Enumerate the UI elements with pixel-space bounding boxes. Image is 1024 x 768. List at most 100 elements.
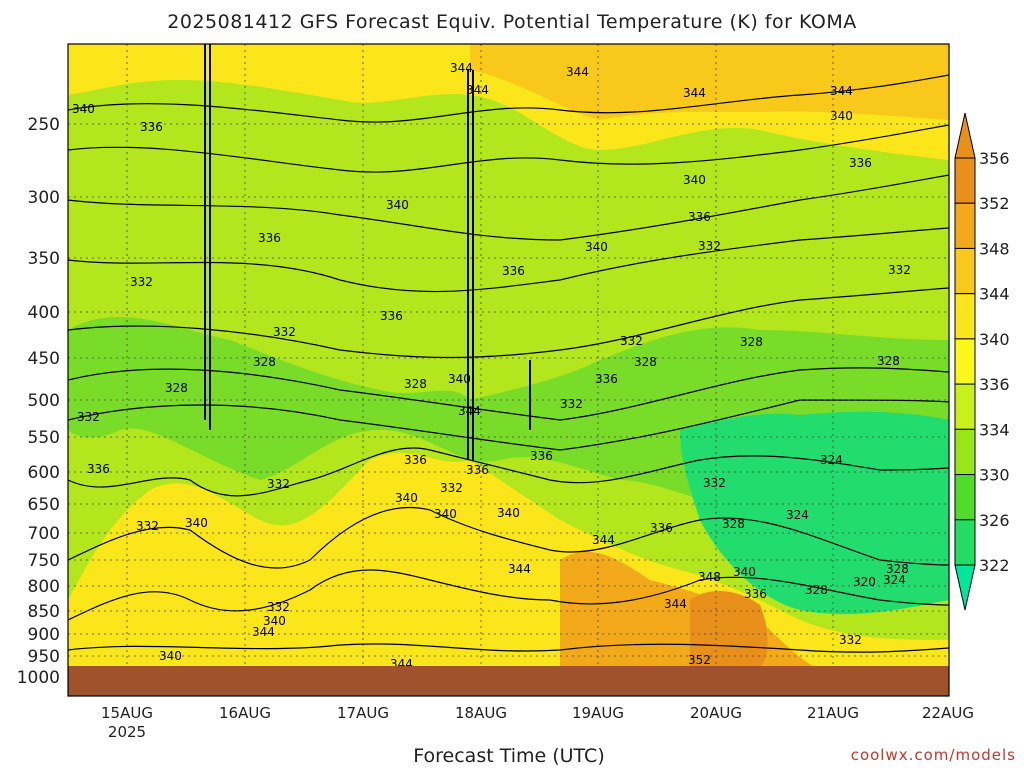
contour-label: 328 (634, 355, 657, 369)
contour-label-group: 340 336 344 344 344 344 344 340 336 340 … (72, 61, 911, 671)
y-axis: 250 300 350 400 450 500 550 600 650 700 … (17, 115, 60, 688)
contour-label: 336 (380, 309, 403, 323)
x-tick-label: 17AUG (337, 704, 389, 722)
colorbar-label: 344 (979, 285, 1010, 304)
contour-label: 328 (722, 517, 745, 531)
colorbar-label: 352 (979, 194, 1010, 213)
contour-label: 336 (530, 449, 553, 463)
colorbar-segment (954, 247, 976, 295)
x-tick-label: 19AUG (572, 704, 624, 722)
y-tick-label: 850 (28, 602, 60, 622)
colorbar-bottom-triangle (954, 564, 976, 611)
colorbar-segment (954, 519, 976, 566)
contour-label: 340 (733, 565, 756, 579)
contour-label: 340 (72, 102, 95, 116)
contour-label: 336 (688, 210, 711, 224)
y-tick-label: 600 (28, 463, 60, 483)
colorbar-segment (954, 383, 976, 430)
contour-label: 340 (263, 614, 286, 628)
contour-label: 348 (698, 570, 721, 584)
x-axis: 15AUG 2025 16AUG 17AUG 18AUG 19AUG 20AUG… (101, 704, 974, 741)
contour-lines (68, 74, 949, 653)
contour-line (68, 506, 949, 569)
contour-label: 340 (683, 173, 706, 187)
chart-title: 2025081412 GFS Forecast Equiv. Potential… (167, 11, 856, 33)
convective-spikes (204, 44, 531, 460)
contour-label: 332 (267, 477, 290, 491)
contour-label: 332 (620, 334, 643, 348)
colorbar-segment (954, 474, 976, 521)
y-tick-label: 400 (28, 303, 60, 323)
contour-label: 340 (395, 491, 418, 505)
x-axis-title: Forecast Time (UTC) (413, 745, 604, 767)
y-tick-label: 350 (28, 249, 60, 269)
contour-label: 336 (87, 462, 110, 476)
contour-label: 336 (404, 453, 427, 467)
contour-label: 336 (595, 372, 618, 386)
contour-label: 332 (136, 519, 159, 533)
y-tick-label: 450 (28, 349, 60, 369)
contour-label: 324 (820, 453, 843, 467)
colorbar-top-triangle (954, 112, 976, 159)
grid-lines (68, 44, 949, 696)
colorbar-label: 322 (979, 556, 1010, 575)
y-tick-label: 550 (28, 428, 60, 448)
colorbar-label: 340 (979, 330, 1010, 349)
colorbar: 356 352 348 344 340 336 334 330 326 322 (954, 112, 1010, 611)
colorbar-label: 356 (979, 149, 1010, 168)
colorbar-label: 336 (979, 375, 1010, 394)
contour-label: 332 (698, 239, 721, 253)
contour-label: 332 (130, 275, 153, 289)
contour-label: 332 (560, 397, 583, 411)
contour-label: 320 (853, 575, 876, 589)
contour-label: 336 (650, 521, 673, 535)
contour-label: 336 (140, 120, 163, 134)
y-tick-label: 250 (28, 115, 60, 135)
contour-label: 332 (273, 325, 296, 339)
contour-label: 336 (502, 264, 525, 278)
y-tick-label: 750 (28, 551, 60, 571)
y-tick-label: 700 (28, 524, 60, 544)
contour-line (68, 399, 949, 451)
contour-label: 328 (740, 335, 763, 349)
x-tick-label: 22AUG (922, 704, 974, 722)
colorbar-label: 348 (979, 239, 1010, 258)
contour-label: 344 (252, 625, 275, 639)
plot-frame (67, 43, 950, 697)
field-region-cold-pool (680, 411, 949, 615)
contour-label: 340 (434, 507, 457, 521)
contour-label: 340 (159, 649, 182, 663)
contour-label: 332 (440, 481, 463, 495)
y-tick-label: 950 (28, 647, 60, 667)
contour-line (68, 74, 949, 123)
y-tick-label: 800 (28, 577, 60, 597)
x-tick-label: 20AUG (690, 704, 742, 722)
contour-line (68, 174, 949, 241)
contour-label: 340 (585, 240, 608, 254)
x-year-label: 2025 (108, 723, 146, 741)
contour-line (68, 124, 949, 173)
contour-label: 344 (458, 404, 481, 418)
plot-area: 340 336 344 344 344 344 344 340 336 340 … (68, 44, 949, 696)
contour-label: 328 (886, 562, 909, 576)
contour-label: 336 (466, 463, 489, 477)
contour-line (68, 287, 949, 359)
contour-label: 336 (258, 231, 281, 245)
colorbar-segment (954, 428, 976, 476)
contour-line (68, 367, 949, 421)
colorbar-segment (954, 293, 976, 340)
contour-label: 332 (839, 633, 862, 647)
y-tick-label: 500 (28, 391, 60, 411)
contour-line (68, 569, 949, 621)
contour-label: 328 (805, 583, 828, 597)
field-region-surface-max (690, 590, 768, 668)
contour-label: 336 (849, 156, 872, 170)
contour-label: 328 (877, 354, 900, 368)
contour-label: 344 (508, 562, 531, 576)
contour-label: 324 (786, 508, 809, 522)
x-tick-label: 21AUG (807, 704, 859, 722)
colorbar-segment (954, 338, 976, 385)
ground-terrain (68, 666, 949, 696)
y-tick-label: 650 (28, 495, 60, 515)
contour-label: 340 (448, 372, 471, 386)
